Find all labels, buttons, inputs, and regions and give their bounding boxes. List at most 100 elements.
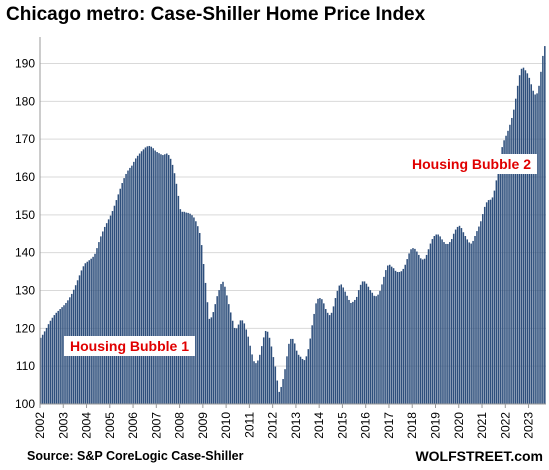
bar: [123, 178, 125, 404]
bar: [239, 320, 242, 404]
bar: [429, 243, 432, 404]
bar: [158, 153, 160, 404]
bar: [495, 180, 498, 404]
bar: [61, 307, 63, 404]
x-tick-label: 2017: [382, 412, 396, 439]
bar: [169, 158, 172, 404]
bar: [381, 284, 383, 404]
bar: [330, 312, 333, 404]
bar: [305, 356, 308, 404]
bar: [458, 225, 461, 404]
bar: [164, 154, 166, 404]
brand-logo-text: WOLFSTREET.com: [415, 448, 543, 464]
bar: [216, 296, 218, 404]
bar: [311, 325, 313, 404]
bar-series: [40, 46, 546, 405]
bar: [103, 226, 106, 404]
bar: [491, 197, 494, 404]
bar: [55, 312, 58, 404]
bar: [542, 55, 544, 405]
bar: [115, 200, 118, 404]
bar: [220, 284, 222, 404]
bar: [377, 294, 379, 404]
y-tick-label: 170: [15, 132, 35, 146]
bar: [388, 264, 391, 404]
bar: [98, 242, 100, 404]
bar: [361, 281, 364, 404]
bar: [528, 77, 531, 405]
bar: [47, 324, 50, 404]
bar: [270, 346, 273, 404]
bar: [245, 329, 248, 404]
bar: [237, 324, 240, 404]
bar: [284, 369, 286, 404]
bar: [319, 298, 321, 404]
bar: [408, 253, 410, 404]
bar: [468, 242, 470, 404]
bar: [466, 239, 469, 404]
bar: [212, 312, 215, 404]
bar: [352, 301, 354, 404]
bar: [208, 318, 211, 404]
annotation-housing-bubble-1: Housing Bubble 1: [64, 336, 195, 356]
bar: [317, 298, 319, 404]
bar: [299, 356, 302, 404]
x-tick-label: 2018: [405, 412, 419, 439]
bar: [439, 236, 441, 404]
x-tick-label: 2010: [219, 412, 233, 439]
bar: [193, 217, 195, 404]
bar: [102, 231, 104, 404]
bar: [195, 221, 197, 404]
bar: [350, 302, 352, 404]
bar: [297, 354, 300, 404]
bar: [493, 190, 496, 404]
bar: [109, 215, 112, 404]
x-axis-ticks: 2002 2003 2004 2005 2006 2007 2008 2009 2010 2011…: [33, 404, 536, 439]
bar: [483, 206, 486, 404]
x-tick-label: 2019: [428, 412, 442, 439]
bar: [148, 145, 151, 404]
bar: [133, 161, 135, 404]
bar: [435, 234, 437, 404]
bar: [181, 211, 184, 404]
bar: [530, 84, 532, 404]
bar: [303, 360, 306, 404]
bar: [292, 338, 294, 404]
bar: [437, 234, 439, 404]
bar: [276, 380, 279, 404]
bar: [282, 379, 284, 404]
bar: [160, 154, 162, 404]
bar: [121, 183, 123, 404]
bar: [392, 268, 395, 404]
bar: [394, 270, 397, 404]
x-tick-label: 2020: [452, 412, 466, 439]
bar: [262, 337, 265, 404]
bar: [111, 211, 114, 404]
bar: [464, 236, 467, 404]
bar: [156, 152, 158, 404]
bar: [472, 240, 474, 404]
bar: [385, 270, 387, 404]
bar: [538, 85, 540, 404]
bar: [474, 236, 476, 404]
x-tick-label: 2008: [173, 412, 187, 439]
y-tick-label: 140: [15, 246, 35, 260]
bar: [336, 290, 339, 404]
bar: [503, 140, 505, 405]
bar: [94, 253, 96, 404]
source-note: Source: S&P CoreLogic Case-Shiller: [27, 449, 244, 463]
bar: [452, 233, 455, 404]
bar: [119, 188, 121, 404]
bar: [371, 292, 374, 404]
chart-title: Chicago metro: Case-Shiller Home Price I…: [6, 4, 426, 25]
x-tick-label: 2023: [522, 412, 536, 439]
bar: [40, 337, 42, 404]
bar: [131, 165, 133, 404]
bar: [226, 295, 228, 404]
bar: [433, 236, 436, 404]
bar: [485, 202, 488, 404]
x-tick-label: 2004: [80, 412, 94, 439]
bar: [187, 212, 189, 404]
x-tick-label: 2013: [289, 412, 303, 439]
